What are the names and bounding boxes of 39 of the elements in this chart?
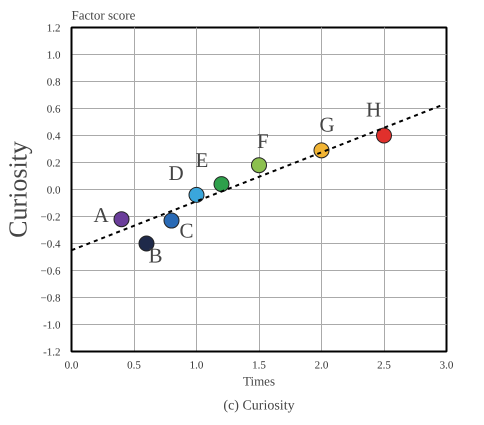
- x-tick-label: 1.5: [252, 360, 266, 372]
- x-tick-label: 2.0: [314, 360, 329, 372]
- x-axis-title: Times: [242, 374, 276, 388]
- point: [188, 186, 204, 203]
- y-tick-label: -1.2: [43, 346, 61, 358]
- annotation: E: [196, 148, 208, 172]
- point: [251, 157, 267, 174]
- y-tick-label: −0.4: [40, 238, 61, 250]
- y-axis-title: Curiosity: [4, 141, 33, 238]
- y-tick-label: 0.6: [46, 104, 61, 116]
- annotation: F: [257, 129, 269, 154]
- point: [164, 212, 180, 229]
- point: [114, 211, 130, 228]
- annotation: D: [168, 160, 184, 185]
- x-tick-label: 0.5: [127, 360, 142, 372]
- y-tick-label: -1.0: [43, 320, 61, 332]
- y-tick-label: −0.6: [40, 266, 61, 278]
- annotation: H: [366, 98, 382, 122]
- x-tick-label: 1.0: [190, 360, 204, 372]
- y-tick-label: 0.0: [46, 184, 61, 196]
- annotation: A: [94, 203, 110, 228]
- annotation: C: [180, 218, 194, 243]
- y-tick-label: −0.8: [40, 292, 61, 304]
- y-tick-label: 0.2: [46, 158, 60, 170]
- y-tick-label: 1.2: [46, 22, 60, 34]
- text: (c) Curiosity: [223, 398, 295, 414]
- y-tick-label: −0.2: [40, 212, 61, 224]
- x-tick-label: 2.5: [377, 360, 392, 372]
- x-tick-label: 0.0: [64, 360, 79, 372]
- y-tick-label: 1.0: [46, 50, 61, 62]
- text: Factor score: [72, 8, 136, 22]
- point: [376, 128, 392, 144]
- point: [314, 142, 330, 158]
- annotation: B: [148, 244, 163, 268]
- y-tick-label: 0.4: [46, 130, 61, 142]
- y-tick-label: 0.8: [46, 76, 61, 88]
- x-tick-label: 3.0: [440, 360, 454, 372]
- annotation: G: [320, 112, 335, 136]
- point: [214, 176, 230, 192]
